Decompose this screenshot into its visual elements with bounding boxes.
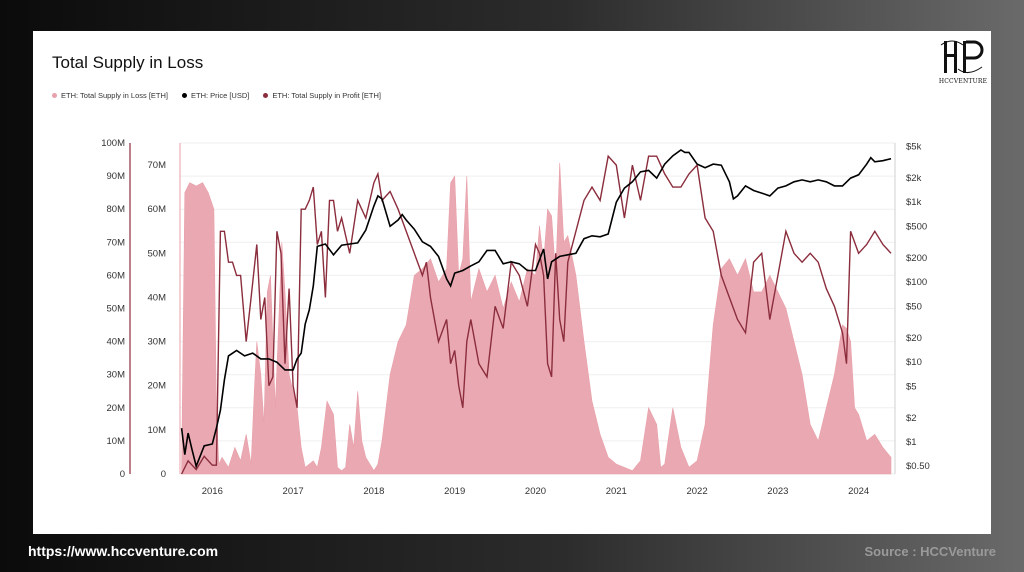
series-area-supply-in-loss	[181, 162, 892, 475]
x-tick-label: 2023	[767, 486, 788, 497]
chart-card: Total Supply in Loss ETH: Total Supply i…	[33, 31, 991, 534]
chart-plot: 100M 90M 80M 70M 60M 50M 40M 30M 20M 10M 0 70M 60M 50…	[101, 138, 930, 497]
hccventure-logo: HCCVENTURE	[935, 39, 991, 85]
x-tick-label: 2024	[848, 486, 869, 497]
logo-text: HCCVENTURE	[938, 78, 988, 85]
y-right-tick-label: $50	[906, 301, 922, 312]
y-left-tick-label: 40M	[107, 337, 126, 348]
series-line-price	[180, 149, 892, 469]
y-mid-tick-label: 60M	[148, 204, 167, 215]
legend-item-profit[interactable]: ETH: Total Supply in Profit [ETH]	[263, 91, 381, 100]
y-left-tick-label: 60M	[107, 270, 126, 281]
chart-legend: ETH: Total Supply in Loss [ETH] ETH: Pri…	[52, 91, 381, 100]
x-tick-label: 2021	[606, 486, 627, 497]
y-mid-tick-label: 0	[161, 469, 166, 480]
y-right-tick-label: $500	[906, 221, 927, 232]
y-mid-tick-label: 30M	[148, 337, 167, 348]
footer-website-link[interactable]: https://www.hccventure.com	[28, 543, 219, 559]
legend-label-price: ETH: Price [USD]	[191, 91, 250, 100]
chart-title: Total Supply in Loss	[52, 53, 204, 72]
legend-swatch-loss	[52, 93, 57, 98]
series-line-supply-in-profit	[180, 154, 892, 475]
x-tick-label: 2019	[444, 486, 465, 497]
y-left-tick-label: 10M	[107, 436, 126, 447]
y-right-tick-label: $100	[906, 277, 927, 288]
legend-swatch-price	[182, 93, 187, 98]
y-right-tick-label: $5k	[906, 141, 922, 152]
y-right-tick-label: $200	[906, 253, 927, 264]
y-right-tick-label: $2	[906, 413, 917, 424]
legend-label-profit: ETH: Total Supply in Profit [ETH]	[272, 91, 381, 100]
y-right-tick-label: $10	[906, 357, 922, 368]
y-right-tick-label: $20	[906, 333, 922, 344]
legend-item-price[interactable]: ETH: Price [USD]	[182, 91, 249, 100]
legend-swatch-profit	[263, 93, 269, 98]
y-left-tick-label: 80M	[107, 204, 126, 215]
y-left-tick-label: 30M	[107, 370, 126, 381]
y-right-tick-label: $5	[906, 381, 917, 392]
y-right-tick-label: $0.50	[906, 461, 930, 472]
y-mid-tick-label: 70M	[148, 160, 167, 171]
legend-label-loss: ETH: Total Supply in Loss [ETH]	[61, 91, 168, 100]
y-right-tick-label: $1k	[906, 197, 922, 208]
x-tick-label: 2017	[283, 486, 304, 497]
x-tick-label: 2018	[363, 486, 384, 497]
y-left-tick-label: 0	[120, 469, 125, 480]
y-right-tick-label: $1	[906, 437, 917, 448]
y-left-tick-label: 50M	[107, 304, 126, 315]
x-tick-label: 2016	[202, 486, 223, 497]
legend-item-loss[interactable]: ETH: Total Supply in Loss [ETH]	[52, 91, 168, 100]
y-left-tick-label: 70M	[107, 237, 126, 248]
y-left-tick-label: 100M	[101, 138, 125, 149]
x-tick-label: 2022	[686, 486, 707, 497]
logo-mark-icon	[940, 40, 984, 73]
y-mid-tick-label: 20M	[148, 381, 167, 392]
y-left-tick-label: 90M	[107, 171, 126, 182]
y-left-tick-label: 20M	[107, 403, 126, 414]
y-mid-tick-label: 10M	[148, 425, 167, 436]
y-mid-tick-label: 40M	[148, 292, 167, 303]
x-tick-label: 2020	[525, 486, 546, 497]
y-right-tick-label: $2k	[906, 173, 922, 184]
y-mid-tick-label: 50M	[148, 248, 167, 259]
footer-source-text: Source : HCCVenture	[864, 544, 996, 559]
